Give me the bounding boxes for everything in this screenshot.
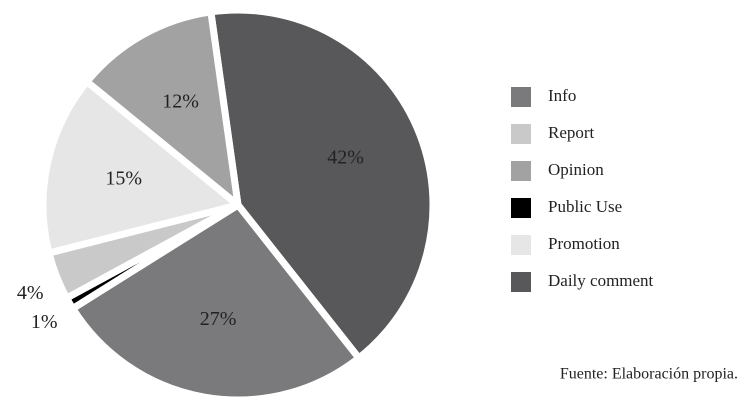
pie-slice (207, 6, 437, 362)
pie-slice (39, 78, 242, 257)
legend-swatch (511, 198, 531, 218)
legend-swatch (511, 272, 531, 292)
legend-swatch (511, 235, 531, 255)
legend-label: Daily comment (548, 271, 654, 290)
pie-slice (69, 201, 363, 401)
slice-label: 4% (17, 282, 44, 304)
legend-swatch (511, 124, 531, 144)
source-note: Fuente: Elaboración propia. (560, 366, 738, 383)
legend-swatch (511, 87, 531, 107)
slice-label: 12% (162, 91, 199, 113)
legend-swatch (511, 161, 531, 181)
legend-label: Report (548, 123, 595, 142)
legend-label: Promotion (548, 234, 620, 253)
legend-label: Opinion (548, 160, 604, 179)
slice-label: 1% (31, 311, 58, 333)
legend-label: Public Use (548, 197, 622, 216)
slice-label: 42% (327, 147, 364, 169)
slice-label: 27% (200, 308, 237, 330)
pie-slice (83, 8, 242, 209)
slice-label: 15% (105, 167, 142, 189)
legend-label: Info (548, 86, 576, 105)
